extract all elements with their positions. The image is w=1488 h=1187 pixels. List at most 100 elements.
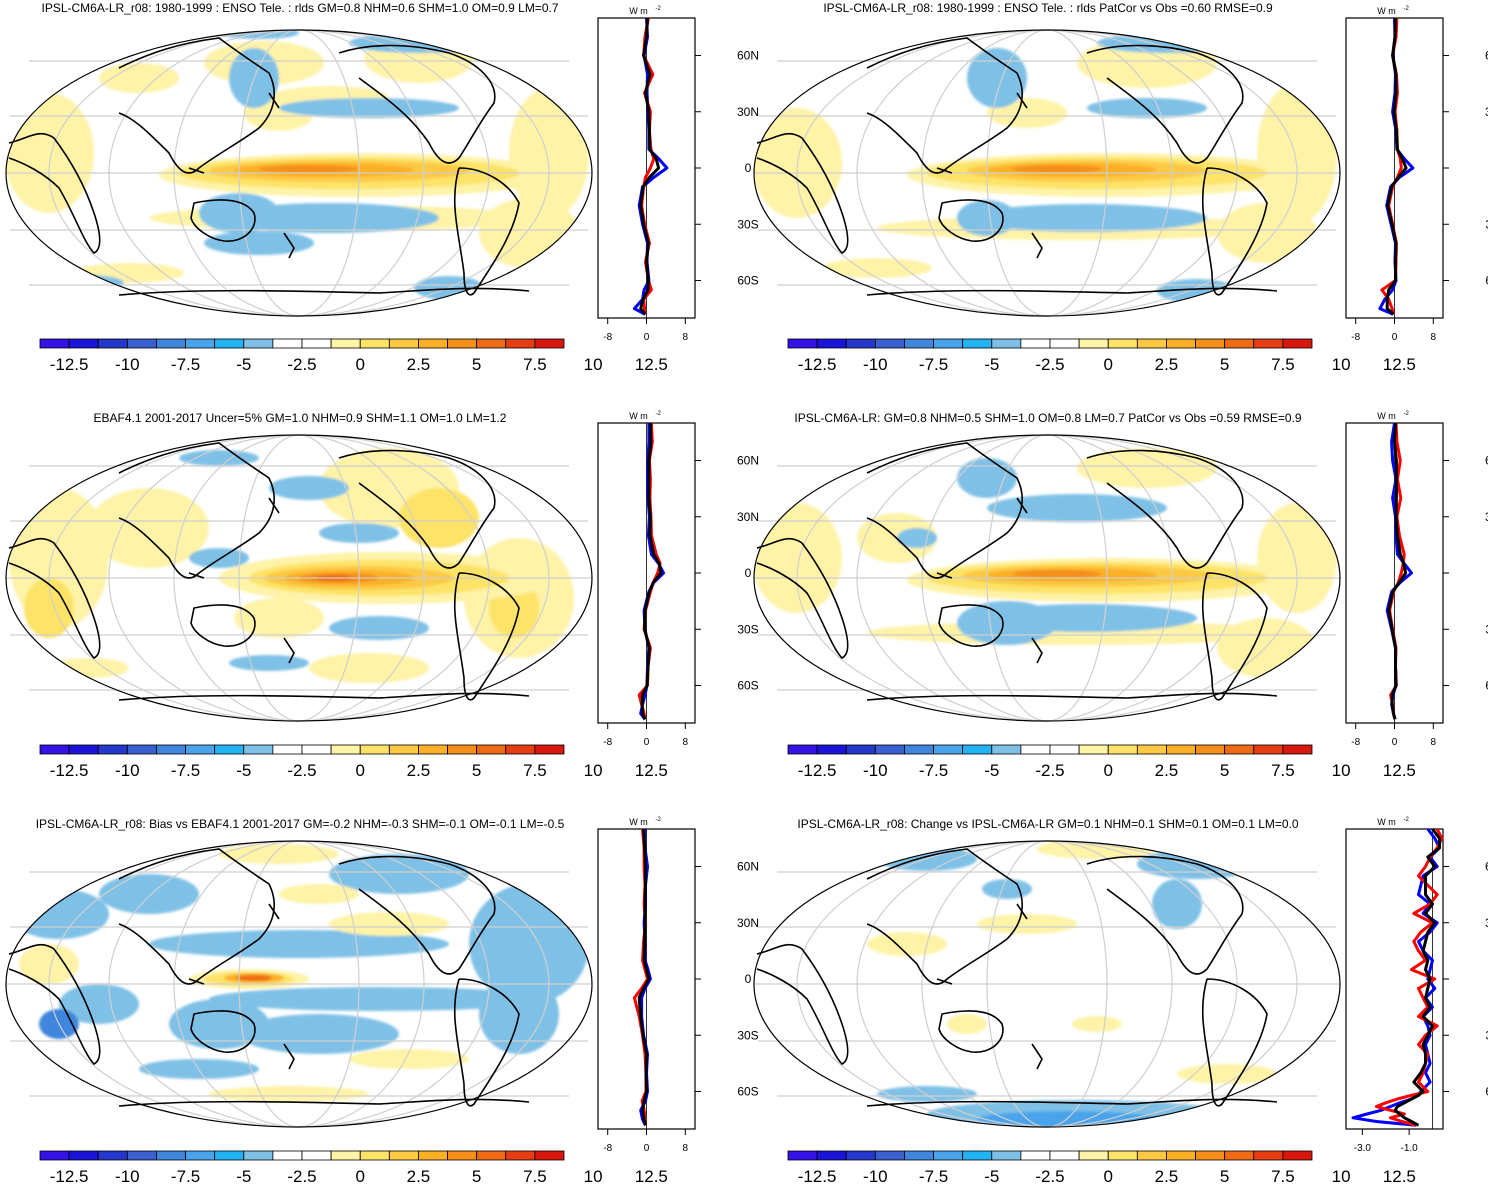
colorbar-swatch (97, 338, 128, 349)
coastlines (8, 37, 530, 296)
colorbar-label: 5 (1220, 761, 1229, 780)
colorbar-label: 10 (584, 355, 603, 374)
colorbar-label: -7.5 (171, 355, 200, 374)
unit-superscript: -2 (656, 411, 662, 417)
colorbar-swatch (1224, 338, 1255, 349)
colorbar-swatch (991, 1150, 1022, 1161)
colorbar-swatch (388, 1150, 419, 1161)
lat-label: 30N (1485, 105, 1488, 119)
colorbar-swatch (904, 744, 934, 755)
colorbar-swatch (1195, 744, 1226, 755)
colorbar-swatch (1020, 338, 1051, 349)
colorbar-swatch (1020, 744, 1051, 755)
x-tick-label: -8 (603, 1143, 612, 1154)
panel-2: IPSL-CM6A-LR_r08: 1980-1999 : ENSO Tele.… (753, 1, 1488, 374)
colorbar-label: 2.5 (1155, 1167, 1179, 1186)
colorbar-swatch (787, 1150, 818, 1161)
unit-label: W m (629, 6, 648, 16)
colorbar-swatch (1078, 744, 1109, 755)
profile-series-line (1387, 422, 1408, 720)
colorbar-swatch (388, 338, 419, 349)
colorbar-swatch (214, 338, 245, 349)
map-5 (5, 840, 593, 1128)
lat-label: 0 (745, 161, 752, 175)
colorbar-swatch (534, 338, 565, 349)
unit-superscript: -2 (656, 6, 662, 12)
lat-label: 0 (745, 566, 752, 580)
lat-label: 30S (1485, 1028, 1488, 1042)
colorbar-swatch (330, 338, 361, 349)
colorbar-label: 0 (355, 761, 364, 780)
x-tick-label: 8 (683, 1143, 689, 1154)
colorbar-label: -2.5 (1035, 761, 1064, 780)
colorbar-label: -10 (115, 761, 140, 780)
colorbar-swatch (214, 744, 245, 755)
colorbar-swatch (1049, 744, 1080, 755)
lat-label: 30S (1485, 622, 1488, 636)
lat-label: 60S (1485, 1085, 1488, 1099)
colorbar-label: 2.5 (407, 1167, 431, 1186)
colorbar-swatch (388, 744, 419, 755)
coastlines (756, 848, 1278, 1107)
unit-superscript: -2 (1404, 817, 1410, 823)
x-tick-label: 8 (1431, 332, 1437, 343)
profile-series-line (640, 422, 663, 720)
colorbar-label: 2.5 (407, 355, 431, 374)
lat-label: 30S (737, 1028, 758, 1042)
colorbar-label: 7.5 (1271, 761, 1295, 780)
panel-5: IPSL-CM6A-LR_r08: Bias vs EBAF4.1 2001-2… (5, 817, 759, 1186)
colorbar-label: 12.5 (635, 761, 668, 780)
colorbar-label: 5 (472, 355, 481, 374)
colorbar-swatch (1253, 1150, 1284, 1161)
colorbar-label: -12.5 (50, 355, 89, 374)
colorbar: -12.5 -10 -7.5 -5 -2.5 0 2.5 5 7.5 10 12.5 (787, 744, 1416, 780)
lat-label: 60S (1485, 679, 1488, 693)
colorbar-swatch (126, 744, 157, 755)
colorbar-swatch (816, 744, 847, 755)
colorbar-swatch (787, 338, 818, 349)
lat-label: 60S (737, 274, 758, 288)
profile-series-line (637, 828, 651, 1126)
profile-series-line (640, 17, 656, 315)
colorbar-label: -2.5 (287, 761, 316, 780)
colorbar-label: -10 (863, 761, 888, 780)
unit-label: W m (629, 411, 648, 421)
unit-superscript: -2 (656, 817, 662, 823)
panel-title: IPSL-CM6A-LR_r08: 1980-1999 : ENSO Tele.… (41, 1, 558, 15)
colorbar-label: -12.5 (798, 355, 837, 374)
x-tick-label: -1.0 (1400, 1143, 1418, 1154)
colorbar-swatch (505, 338, 536, 349)
colorbar-swatch (97, 744, 128, 755)
map-outline (753, 29, 1341, 317)
colorbar-label: -5 (984, 761, 999, 780)
colorbar-swatch (359, 1150, 390, 1161)
panel-3: EBAF4.1 2001-2017 Uncer=5% GM=1.0 NHM=0.… (5, 411, 759, 780)
unit-label: W m (1377, 817, 1396, 827)
colorbar-swatch (330, 1150, 361, 1161)
colorbar-swatch (39, 338, 70, 349)
colorbar-swatch (534, 1150, 565, 1161)
colorbar: -12.5 -10 -7.5 -5 -2.5 0 2.5 5 7.5 10 12.5 (39, 744, 668, 780)
x-tick-label: 0 (644, 332, 650, 343)
colorbar-swatch (1049, 1150, 1080, 1161)
colorbar-swatch (243, 1150, 274, 1161)
lat-label: 30S (1485, 217, 1488, 231)
unit-label: W m (629, 817, 648, 827)
colorbar-swatch (1020, 1150, 1051, 1161)
colorbar-swatch (962, 744, 993, 755)
colorbar-label: -10 (115, 1167, 140, 1186)
x-tick-label: -3.0 (1354, 1143, 1372, 1154)
colorbar-swatch (359, 338, 390, 349)
colorbar-label: -2.5 (287, 355, 316, 374)
panel-title: EBAF4.1 2001-2017 Uncer=5% GM=1.0 NHM=0.… (94, 411, 507, 425)
colorbar-swatch (904, 338, 934, 349)
colorbar-swatch (816, 1150, 847, 1161)
colorbar: -12.5 -10 -7.5 -5 -2.5 0 2.5 5 7.5 10 12.5 (787, 338, 1416, 374)
x-tick-label: -8 (1351, 332, 1360, 343)
colorbar-swatch (418, 338, 448, 349)
